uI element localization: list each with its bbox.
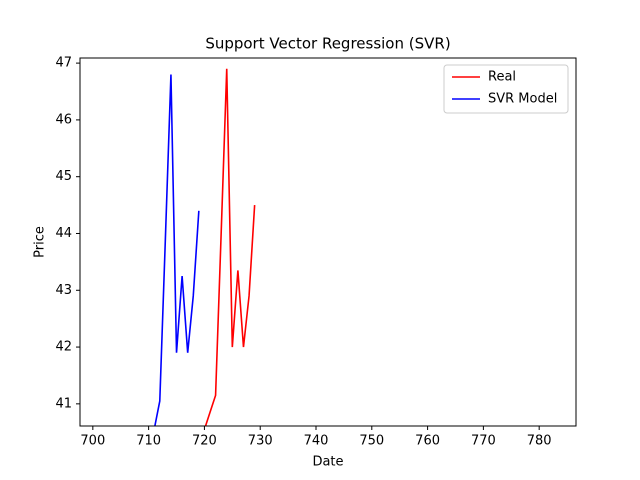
chart-title: Support Vector Regression (SVR) [205,35,450,53]
x-tick-label: 740 [304,434,329,449]
axes-frame [79,57,577,427]
x-tick-label: 720 [192,434,217,449]
x-tick-label: 760 [415,434,440,449]
x-tick-label: 750 [359,434,384,449]
series-line [154,74,200,426]
y-tick-label: 47 [55,56,72,71]
y-tick-label: 46 [55,112,72,127]
y-tick-label: 43 [55,283,72,298]
y-tick-label: 45 [55,169,72,184]
y-axis-label: Price [33,226,48,258]
legend-label: SVR Model [488,92,557,107]
x-tick-label: 710 [136,434,161,449]
x-axis-label: Date [312,455,343,470]
series-line [204,68,256,426]
y-tick-label: 44 [55,226,72,241]
plot-area [154,68,256,426]
y-tick-label: 42 [55,340,72,355]
x-tick-label: 780 [527,434,552,449]
x-tick-label: 730 [248,434,273,449]
y-tick-label: 41 [55,396,72,411]
legend-label: Real [488,70,516,85]
x-tick-label: 700 [80,434,105,449]
x-tick-label: 770 [471,434,496,449]
